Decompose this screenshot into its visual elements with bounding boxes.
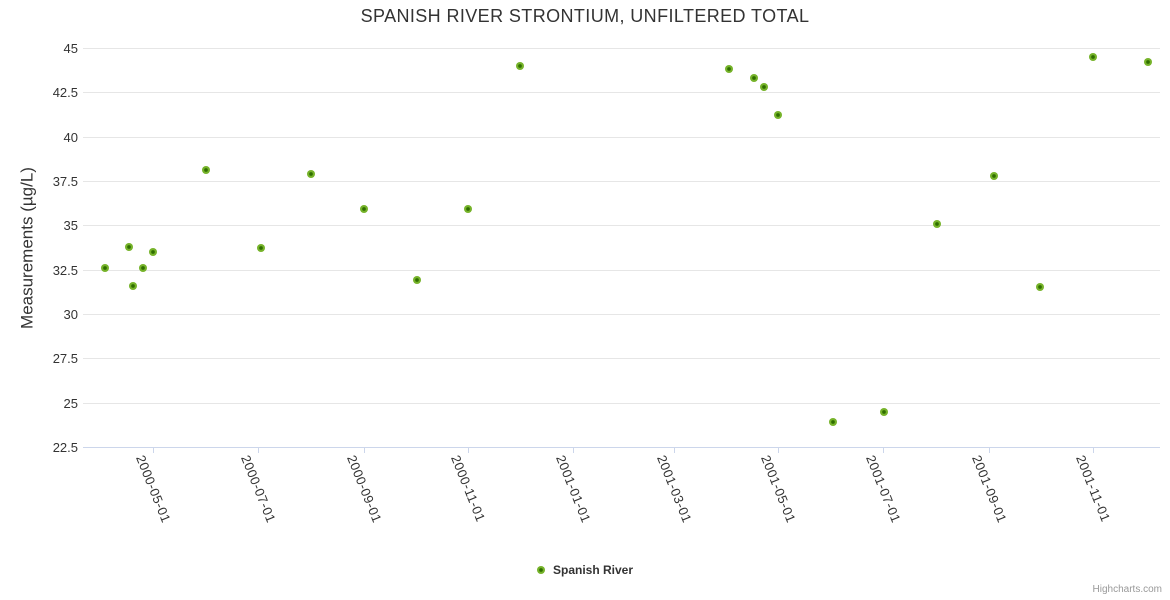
x-axis-tick-label: 2001-01-01	[553, 453, 594, 525]
y-gridline	[83, 137, 1160, 138]
y-gridline	[83, 181, 1160, 182]
highcharts-credits-link[interactable]: Highcharts.com	[1092, 584, 1162, 595]
data-point[interactable]	[359, 205, 368, 214]
x-axis-tick-label: 2001-09-01	[969, 453, 1010, 525]
x-axis-tick	[364, 447, 365, 453]
x-axis-tick-label: 2000-07-01	[238, 453, 279, 525]
data-point[interactable]	[880, 407, 889, 416]
y-gridline	[83, 92, 1160, 93]
y-axis-tick-label: 45	[63, 41, 78, 56]
data-point[interactable]	[1036, 283, 1045, 292]
y-axis-tick-label: 27.5	[52, 351, 78, 366]
x-axis-tick	[989, 447, 990, 453]
data-point[interactable]	[306, 169, 315, 178]
x-axis-tick	[1093, 447, 1094, 453]
y-axis-tick-label: 22.5	[52, 440, 78, 455]
data-point[interactable]	[933, 219, 942, 228]
legend-marker-icon	[536, 566, 545, 574]
x-axis-tick-label: 2000-09-01	[344, 453, 385, 525]
y-gridline	[83, 48, 1160, 49]
y-gridline	[83, 225, 1160, 226]
data-point[interactable]	[750, 74, 759, 83]
x-axis-tick-label: 2001-05-01	[758, 453, 799, 525]
x-axis-tick-label: 2000-05-01	[133, 453, 174, 525]
x-axis-tick	[778, 447, 779, 453]
x-axis-tick	[573, 447, 574, 453]
data-point[interactable]	[138, 263, 147, 272]
x-axis-line	[83, 447, 1160, 448]
data-point[interactable]	[1089, 52, 1098, 61]
data-point[interactable]	[202, 166, 211, 175]
data-point[interactable]	[1144, 58, 1152, 67]
data-point[interactable]	[774, 111, 783, 120]
x-axis-tick-label: 2001-07-01	[863, 453, 904, 525]
legend-item-spanish-river[interactable]: Spanish River	[0, 563, 1170, 577]
y-axis-tick-label: 35	[63, 218, 78, 233]
y-gridline	[83, 270, 1160, 271]
y-axis-tick-label: 32.5	[52, 263, 78, 278]
x-axis-tick	[258, 447, 259, 453]
data-point[interactable]	[257, 244, 266, 253]
data-point[interactable]	[828, 418, 837, 427]
data-point[interactable]	[101, 263, 110, 272]
data-point[interactable]	[412, 276, 421, 285]
x-axis-tick	[468, 447, 469, 453]
y-axis-tick-label: 37.5	[52, 174, 78, 189]
x-axis-tick	[674, 447, 675, 453]
data-point[interactable]	[125, 242, 134, 251]
y-gridline	[83, 358, 1160, 359]
y-axis-tick-label: 40	[63, 130, 78, 145]
data-point[interactable]	[760, 83, 769, 91]
y-axis-tick-label: 42.5	[52, 85, 78, 100]
y-axis-title: Measurements (µg/L)	[17, 167, 37, 329]
data-point[interactable]	[149, 247, 158, 256]
data-point[interactable]	[515, 61, 524, 70]
data-point[interactable]	[989, 171, 998, 180]
x-axis-tick-label: 2001-11-01	[1073, 453, 1114, 525]
x-axis-tick-label: 2000-11-01	[448, 453, 489, 525]
data-point[interactable]	[128, 281, 137, 290]
legend-label: Spanish River	[552, 563, 634, 577]
y-axis-tick-label: 30	[63, 307, 78, 322]
data-point[interactable]	[464, 205, 473, 214]
chart-title: SPANISH RIVER STRONTIUM, UNFILTERED TOTA…	[360, 6, 810, 26]
x-axis-tick	[883, 447, 884, 453]
x-axis-tick-label: 2001-03-01	[654, 453, 695, 525]
y-gridline	[83, 314, 1160, 315]
y-gridline	[83, 403, 1160, 404]
data-point[interactable]	[724, 65, 733, 74]
x-axis-tick	[153, 447, 154, 453]
y-axis-tick-label: 25	[63, 396, 78, 411]
